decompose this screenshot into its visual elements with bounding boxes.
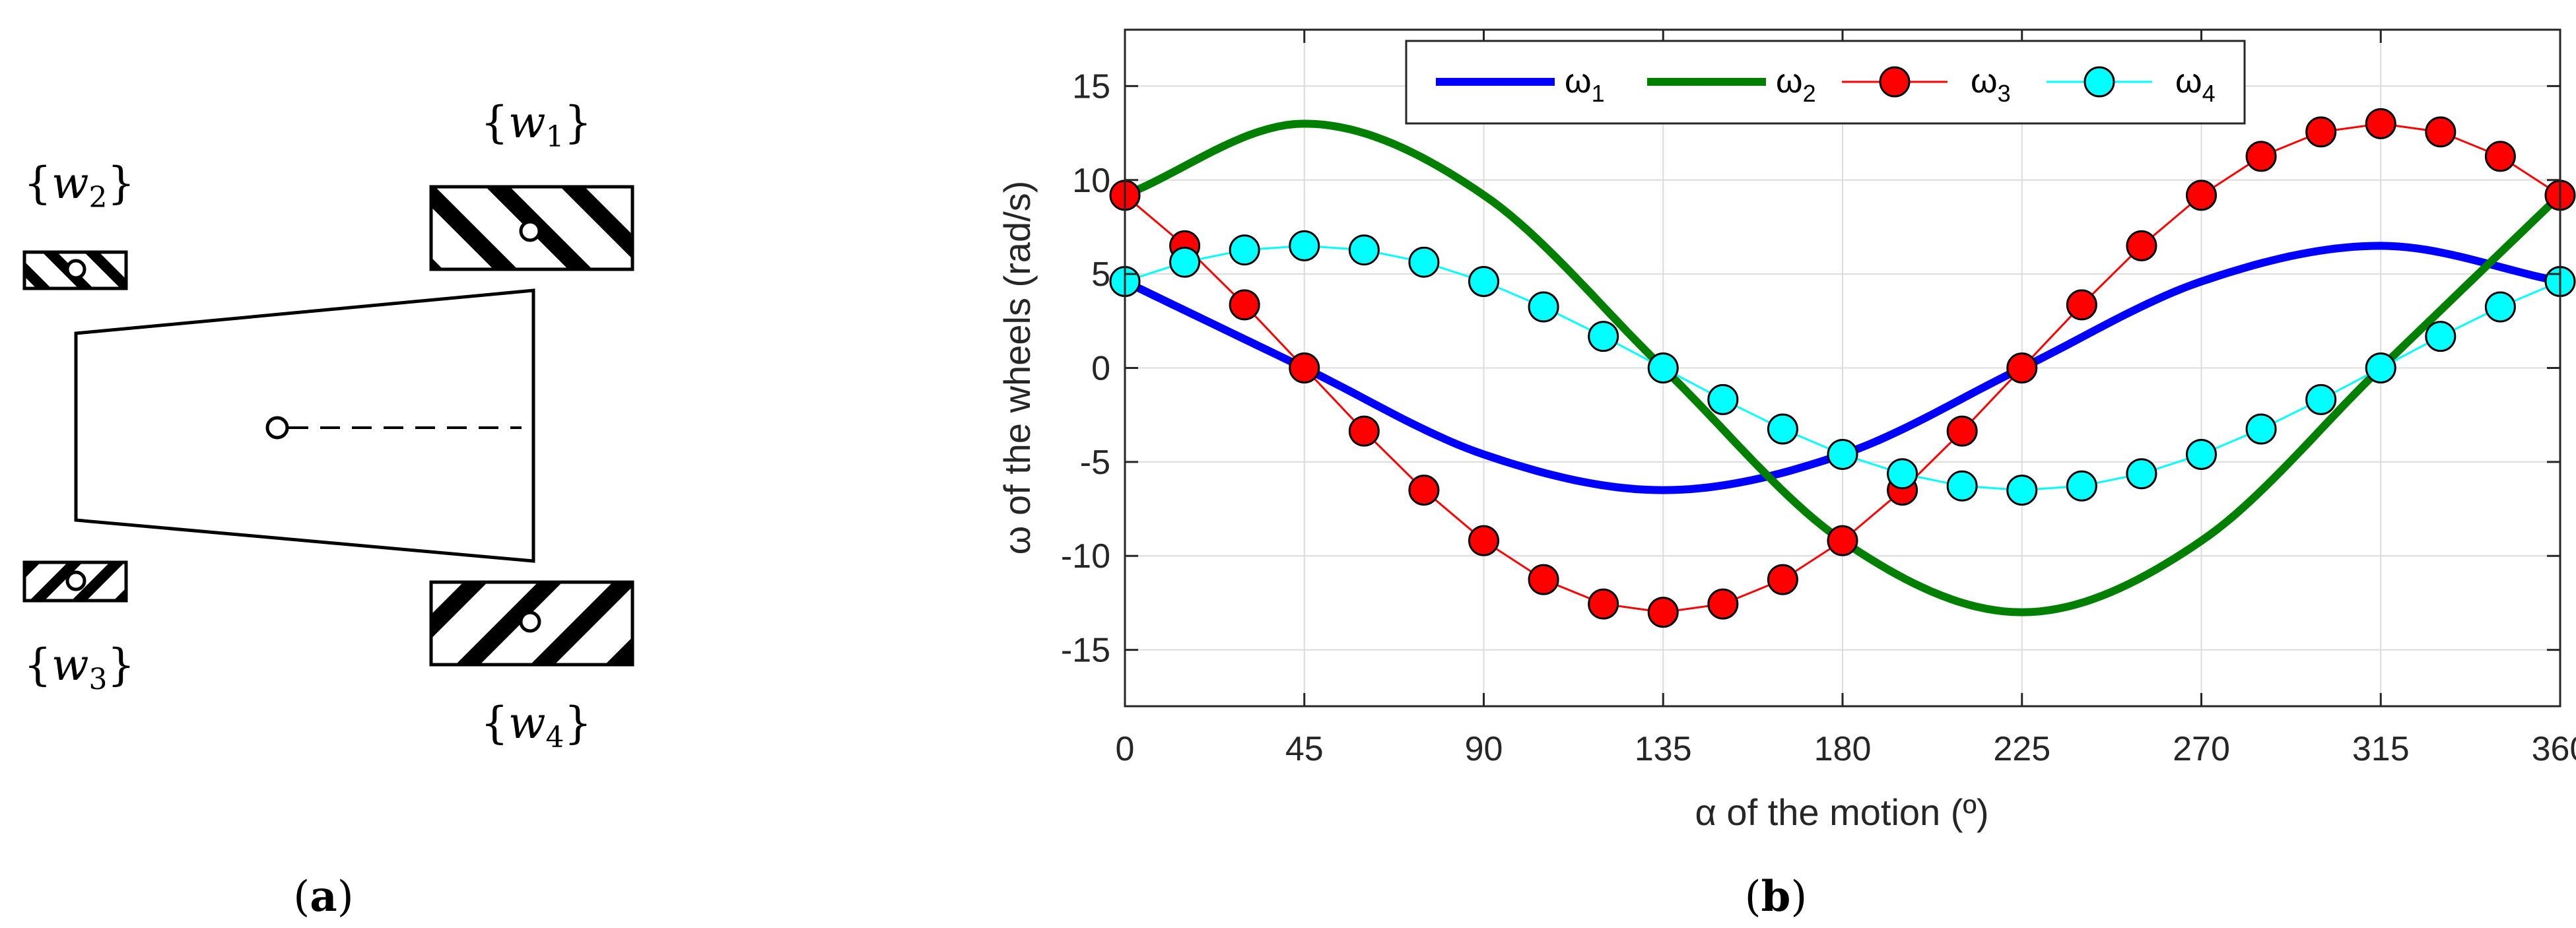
legend-label: ω4 [2175, 62, 2216, 107]
x-tick-label: 315 [2352, 730, 2410, 768]
series-4-point [1169, 246, 1201, 278]
wheel-1-label: {w1} [481, 97, 592, 154]
series-3-point [2365, 108, 2396, 139]
series-3-point [1827, 525, 1858, 556]
series-4-point [1767, 413, 1798, 445]
y-tick-label: 5 [1091, 255, 1110, 294]
wheel-4-label: {w4} [481, 698, 592, 754]
series-4-point [1946, 470, 1978, 502]
series-4 [1109, 230, 2576, 506]
x-axis-label: α of the motion (º) [1695, 791, 1989, 833]
wheel-2-label: {w2} [24, 158, 135, 215]
wheel-4-icon [429, 580, 634, 667]
x-tick-label: 90 [1465, 730, 1503, 768]
series-4-point [1588, 321, 1619, 352]
series-4-point [1468, 266, 1499, 298]
series-3-point [1408, 475, 1440, 506]
wheel-1-icon [429, 185, 634, 271]
series-4-point [1289, 230, 1320, 261]
x-tick-label: 270 [2173, 730, 2230, 768]
series-3-point [1946, 415, 1978, 447]
y-tick-label: -15 [1061, 632, 1110, 670]
panel-a-caption: (a) [293, 872, 353, 921]
series-3-point [1528, 564, 1559, 595]
series-3-point [1707, 588, 1739, 620]
series-3-point [2425, 116, 2457, 148]
y-tick-label: -5 [1080, 444, 1110, 482]
legend-item-3: ω3 [1842, 62, 2011, 107]
series-3-point [1229, 289, 1260, 321]
series-3-point [1647, 597, 1679, 628]
panel-b-caption: (b) [1745, 872, 1808, 921]
series-4-point [2186, 438, 2217, 470]
series [1109, 108, 2576, 628]
legend-item-2: ω2 [1647, 62, 1816, 107]
series-3-point [1348, 415, 1380, 447]
series-4-point [1827, 438, 1858, 470]
series-4-point [1647, 352, 1679, 383]
series-4-point [1408, 246, 1440, 278]
series-3-point [2066, 289, 2097, 321]
series-4-point [2245, 413, 2277, 445]
series-4-point [2126, 458, 2157, 490]
series-3-point [2186, 180, 2217, 211]
series-4-point [2305, 383, 2337, 415]
robot-center-marker [265, 416, 289, 440]
series-4-point [2365, 352, 2396, 383]
legend: ω1 ω2 ω3 ω4 [1405, 40, 2246, 125]
series-3-point [2006, 352, 2038, 383]
x-tick-label: 225 [1993, 730, 2051, 768]
x-tick-label: 360 [2532, 730, 2576, 768]
series-3-point [2245, 141, 2277, 172]
legend-marker [2084, 66, 2115, 98]
x-tick-label: 45 [1285, 730, 1324, 768]
y-tick-label: 15 [1072, 67, 1110, 106]
series-4-point [1528, 291, 1559, 323]
series-4-point [2484, 291, 2516, 323]
series-3-point [1767, 564, 1798, 595]
legend-marker [1879, 66, 1911, 98]
axis-ticks: 0 45 90 135 180 225 270 315 360 -15 -10 -5 0 5 10 15 [1061, 30, 2576, 768]
x-tick-label: 180 [1814, 730, 1872, 768]
robot-body [74, 288, 535, 563]
wheel-2-icon [22, 250, 128, 290]
wheel-3-icon [22, 560, 128, 603]
series-3-point [2126, 230, 2157, 261]
wheel-3-label: {w3} [24, 640, 135, 696]
panel-b-chart: 0 45 90 135 180 225 270 315 360 -15 -10 -5 0 5 10 15 α … [996, 28, 2576, 921]
series-3-point [1289, 352, 1320, 383]
y-tick-label: 0 [1091, 350, 1110, 388]
series-3-point [1588, 588, 1619, 620]
series-4-point [2425, 321, 2457, 352]
x-tick-label: 135 [1635, 730, 1692, 768]
series-3 [1109, 108, 2576, 628]
y-tick-label: -10 [1061, 537, 1110, 576]
series-3-point [2305, 116, 2337, 148]
legend-item-1: ω1 [1436, 62, 1605, 107]
legend-label: ω1 [1565, 62, 1605, 107]
legend-item-4: ω4 [2047, 62, 2216, 107]
y-axis-label: ω of the wheels (rad/s) [996, 181, 1038, 555]
series-4-point [1348, 234, 1380, 266]
panel-a-diagram: {w1} {w2} {w3} {w4} (a) [22, 97, 634, 921]
series-3-point [1468, 525, 1499, 556]
series-4-point [1707, 383, 1739, 415]
series-4-point [2006, 475, 2038, 506]
legend-label: ω3 [1971, 62, 2011, 107]
series-4-point [2066, 470, 2097, 502]
legend-label: ω2 [1776, 62, 1816, 107]
x-tick-label: 0 [1116, 730, 1135, 768]
series-3-point [2484, 141, 2516, 172]
y-tick-label: 10 [1072, 162, 1110, 200]
series-4-point [1887, 458, 1918, 490]
series-4-point [1229, 234, 1260, 266]
